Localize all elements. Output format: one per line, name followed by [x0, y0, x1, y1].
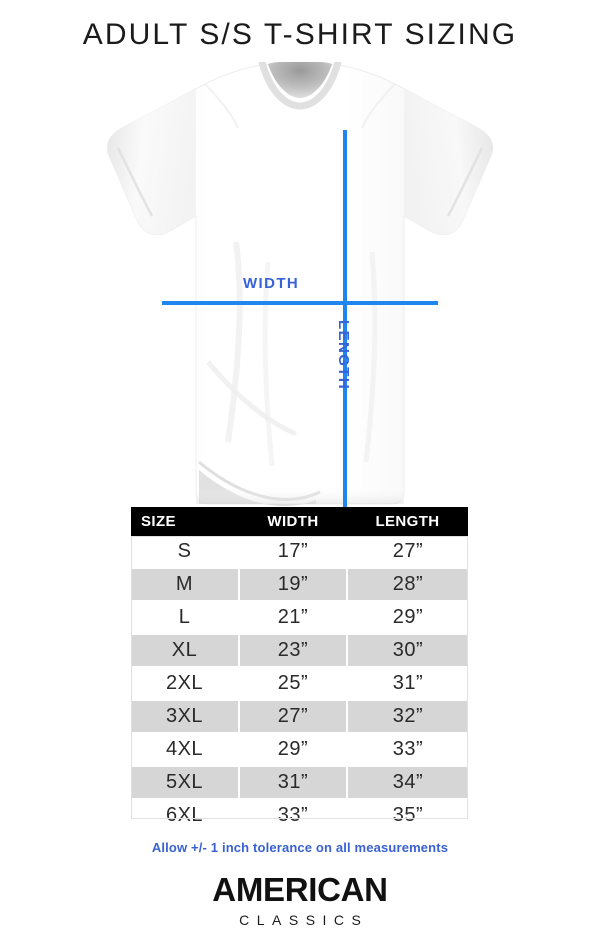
cell-size: XL: [131, 634, 240, 668]
table-row: 3XL 27” 32”: [131, 700, 468, 734]
brand-name: AMERICAN: [212, 871, 388, 908]
width-guide-label: WIDTH: [243, 275, 300, 292]
column-header-size: SIZE: [131, 507, 239, 536]
column-header-width: WIDTH: [239, 507, 347, 536]
cell-size: 5XL: [131, 766, 240, 800]
table-header-row: SIZE WIDTH LENGTH: [131, 507, 468, 536]
cell-size: 2XL: [131, 667, 240, 701]
cell-length: 35”: [347, 799, 468, 831]
cell-size: 4XL: [131, 733, 240, 767]
cell-width: 19”: [239, 568, 348, 602]
cell-width: 31”: [239, 766, 348, 800]
length-guide-label: LENGTH: [335, 320, 352, 391]
cell-size: M: [131, 568, 240, 602]
length-guide-line: [343, 130, 347, 564]
tolerance-note: Allow +/- 1 inch tolerance on all measur…: [151, 840, 449, 855]
table-row: S 17” 27”: [131, 536, 468, 569]
cell-length: 31”: [347, 667, 468, 701]
cell-width: 29”: [239, 733, 348, 767]
table-row: XL 23” 30”: [131, 634, 468, 668]
table-row: 6XL 33” 35”: [131, 799, 468, 831]
table-row: 4XL 29” 33”: [131, 733, 468, 767]
shirt-body-group: [106, 62, 494, 507]
cell-size: 3XL: [131, 700, 240, 734]
cell-size: L: [131, 601, 240, 635]
cell-width: 23”: [239, 634, 348, 668]
cell-size: S: [131, 536, 240, 569]
cell-length: 32”: [347, 700, 468, 734]
table-header: SIZE WIDTH LENGTH: [131, 507, 468, 536]
cell-width: 25”: [239, 667, 348, 701]
width-guide-line: [162, 301, 438, 305]
cell-width: 21”: [239, 601, 348, 635]
size-chart-table: SIZE WIDTH LENGTH S 17” 27” M 19” 28” L …: [131, 507, 468, 831]
page-title: ADULT S/S T-SHIRT SIZING: [82, 18, 518, 51]
table-body: S 17” 27” M 19” 28” L 21” 29” XL 23” 30”…: [131, 536, 468, 831]
table-row: 5XL 31” 34”: [131, 766, 468, 800]
table-row: L 21” 29”: [131, 601, 468, 635]
brand-subtitle: CLASSICS: [239, 912, 369, 928]
table-row: 2XL 25” 31”: [131, 667, 468, 701]
cell-length: 30”: [347, 634, 468, 668]
shirt-diagram: WIDTH LENGTH: [0, 62, 600, 564]
brand-lockup: AMERICAN CLASSICS: [0, 873, 600, 927]
cell-length: 28”: [347, 568, 468, 602]
cell-width: 27”: [239, 700, 348, 734]
cell-length: 29”: [347, 601, 468, 635]
cell-width: 17”: [239, 536, 348, 569]
cell-length: 34”: [347, 766, 468, 800]
tshirt-illustration: [106, 62, 494, 507]
cell-size: 6XL: [131, 799, 240, 831]
cell-length: 27”: [347, 536, 468, 569]
column-header-length: LENGTH: [347, 507, 468, 536]
table-row: M 19” 28”: [131, 568, 468, 602]
cell-width: 33”: [239, 799, 348, 831]
cell-length: 33”: [347, 733, 468, 767]
